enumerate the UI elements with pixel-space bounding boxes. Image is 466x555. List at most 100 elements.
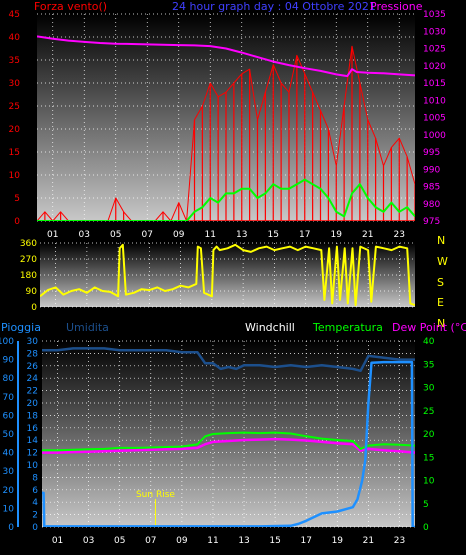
y-axis-pressure: 975 980 985 990 995 1000 1005 1010 1015 1020 1025 1…	[423, 10, 446, 227]
x-tick-label: 17	[300, 536, 311, 546]
y-tick-label: 16	[27, 424, 39, 434]
y-tick-label: 40	[423, 337, 435, 347]
x-tick-label: 01	[52, 536, 63, 546]
compass-label: W	[437, 255, 448, 268]
y-tick-label: 0	[14, 217, 20, 227]
y-tick-label: 25	[9, 102, 20, 112]
chart-title: 24 hour graph day : 04 Ottobre 2021	[172, 0, 376, 13]
y-tick-label: 2	[32, 511, 38, 521]
y-tick-label: 15	[423, 453, 434, 463]
y-tick-label: 10	[3, 504, 15, 514]
x-tick-label: 09	[176, 536, 188, 546]
grid	[42, 340, 415, 528]
x-tick-label: 21	[363, 536, 374, 546]
y-tick-label: 40	[3, 449, 15, 459]
y-tick-label: 1010	[423, 96, 446, 106]
x-tick-label: 07	[145, 536, 156, 546]
y-tick-label: 35	[423, 360, 434, 370]
y-tick-label: 180	[20, 271, 37, 281]
y-tick-label: 985	[423, 183, 440, 193]
y-tick-label: 14	[27, 436, 39, 446]
y-tick-label: 1035	[423, 10, 446, 20]
compass-label: N	[437, 317, 445, 330]
x-tick-label: 11	[205, 230, 216, 240]
pressure-line	[37, 35, 415, 78]
temperature-rain-panel: Sun Rise 0102030405060708090100 02468101…	[0, 321, 466, 546]
x-tick-label: 01	[47, 230, 58, 240]
y-tick-label: 270	[20, 255, 37, 265]
x-tick-label: 19	[331, 230, 343, 240]
x-tick-label: 05	[114, 536, 125, 546]
rain-line	[42, 360, 415, 527]
y-tick-label: 22	[27, 387, 38, 397]
x-tick-label: 09	[173, 230, 185, 240]
y-tick-label: 5	[14, 194, 20, 204]
y-tick-label: 1015	[423, 79, 446, 89]
y-tick-label: 1030	[423, 27, 446, 37]
y-tick-label: 90	[26, 287, 38, 297]
temperature-line	[42, 431, 415, 452]
y-tick-label: 90	[3, 356, 15, 366]
x-tick-label: 19	[332, 536, 344, 546]
y-tick-label: 995	[423, 148, 440, 158]
y-axis-humidity: 0 10 20 30 40 50 60 70 80 90 100	[0, 337, 19, 533]
y-tick-label: 100	[0, 337, 14, 347]
y-tick-label: 18	[27, 411, 39, 421]
y-tick-label: 25	[423, 407, 434, 417]
y-tick-label: 30	[3, 467, 15, 477]
y-tick-label: 1005	[423, 114, 446, 124]
y-axis-temperature: 0 5 10 15 20 25 30 35 40	[423, 337, 435, 533]
wind-line	[37, 178, 415, 221]
x-tick-label: 07	[142, 230, 153, 240]
y-tick-label: 20	[3, 486, 15, 496]
y-tick-label: 1025	[423, 45, 446, 55]
x-tick-label: 15	[269, 536, 280, 546]
y-tick-label: 45	[9, 10, 20, 20]
y-tick-label: 20	[423, 430, 435, 440]
x-tick-label: 03	[83, 536, 94, 546]
wind-axis-label: Forza vento()	[34, 0, 107, 13]
dewpoint-legend-label: Dew Point (°C)	[392, 321, 466, 334]
y-tick-label: 0	[32, 523, 38, 533]
x-tick-label: 17	[299, 230, 310, 240]
y-tick-label: 50	[3, 430, 15, 440]
sunrise-label: Sun Rise	[136, 490, 175, 500]
windchill-legend-label: Windchill	[245, 321, 295, 334]
y-axis-wind: 0 5 10 15 20 25 30 35 40 45	[9, 10, 21, 227]
y-tick-label: 80	[3, 374, 15, 384]
humidity-legend-label: Umidita	[66, 321, 109, 334]
y-tick-label: 0	[423, 523, 429, 533]
compass-label: S	[437, 276, 444, 289]
y-tick-label: 20	[27, 399, 39, 409]
x-tick-label: 15	[268, 230, 279, 240]
direction-line	[40, 243, 415, 307]
x-axis: 01 03 05 07 09 11 13 15 17 19 21 23	[47, 230, 405, 240]
x-axis: 01 03 05 07 09 11 13 15 17 19 21 23	[52, 536, 405, 546]
y-tick-label: 975	[423, 217, 440, 227]
y-tick-label: 6	[32, 486, 38, 496]
temperature-legend-label: Temperatura	[312, 321, 383, 334]
x-tick-label: 11	[207, 536, 218, 546]
rain-axis-label: Pioggia	[1, 321, 41, 334]
gust-line	[37, 45, 415, 221]
y-tick-label: 30	[27, 337, 39, 347]
y-tick-label: 26	[27, 362, 39, 372]
y-tick-label: 12	[27, 449, 38, 459]
x-tick-label: 05	[110, 230, 121, 240]
y-tick-label: 60	[3, 411, 15, 421]
x-tick-label: 21	[362, 230, 373, 240]
y-tick-label: 0	[31, 303, 37, 313]
y-tick-label: 24	[27, 374, 39, 384]
y-tick-label: 40	[9, 33, 21, 43]
y-tick-label: 4	[32, 498, 38, 508]
compass-label: N	[437, 234, 445, 247]
y-tick-label: 980	[423, 200, 440, 210]
y-tick-label: 35	[9, 56, 20, 66]
y-tick-label: 360	[20, 239, 37, 249]
y-tick-label: 8	[32, 473, 38, 483]
